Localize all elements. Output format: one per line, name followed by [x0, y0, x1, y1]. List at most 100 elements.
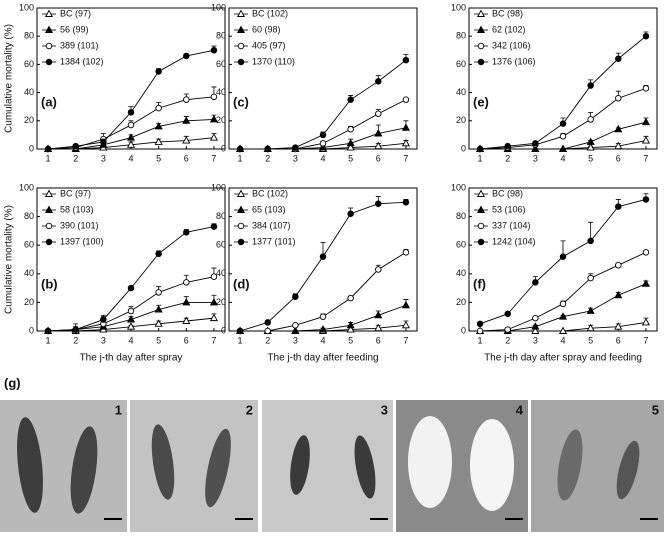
point [375, 110, 382, 117]
point [209, 114, 219, 123]
scale-bar [235, 518, 253, 520]
y-tick-label: 20 [24, 115, 34, 125]
y-tick-label: 40 [216, 268, 226, 278]
point [127, 284, 135, 292]
photo-number: 5 [652, 402, 659, 417]
chart: 0 20 40 60 80 100 1 2 3 4 5 6 7 Cumulative mortality … [4, 2, 226, 163]
x-tick-label: 5 [588, 153, 593, 163]
point [587, 274, 594, 282]
x-tick-label: 6 [616, 153, 621, 163]
point [614, 322, 623, 330]
y-tick-label: 100 [19, 182, 34, 192]
y-tick-label: 20 [216, 115, 226, 125]
point [615, 261, 622, 269]
legend-label: 58 (103) [60, 204, 94, 214]
y-tick-label: 0 [461, 143, 466, 153]
point [615, 94, 622, 102]
legend-marker [477, 222, 485, 230]
point [44, 327, 52, 335]
legend-label: 389 (101) [60, 40, 99, 50]
point [586, 306, 595, 314]
point [319, 140, 327, 147]
point [401, 123, 411, 131]
point [319, 253, 327, 260]
point [401, 320, 411, 329]
point [587, 116, 594, 123]
point [100, 316, 107, 323]
point [319, 313, 327, 320]
point [402, 56, 410, 64]
point [347, 294, 354, 302]
y-tick-label: 0 [29, 325, 34, 335]
larva [354, 435, 376, 499]
photo-numbers: 1 2 3 4 5 [115, 402, 659, 417]
legend-marker [237, 238, 245, 246]
point [587, 237, 594, 245]
legend-marker [44, 189, 54, 197]
legend-marker [237, 58, 245, 66]
x-axis-label: The j-th day after spray and feeding [484, 353, 642, 364]
point [264, 145, 271, 153]
point [586, 137, 595, 145]
point [374, 129, 383, 137]
point [346, 325, 355, 333]
point [210, 223, 218, 230]
larva [557, 429, 583, 501]
legend-marker [477, 58, 485, 66]
point [504, 326, 511, 333]
legend-label: 60 (98) [252, 24, 281, 34]
x-tick-label: 3 [101, 153, 106, 163]
x-tick-label: 2 [73, 153, 78, 163]
legend-label: 337 (104) [492, 220, 531, 230]
x-tick-label: 2 [505, 153, 510, 163]
x-tick-label: 6 [616, 335, 621, 345]
point [126, 315, 136, 323]
point [154, 305, 163, 313]
chart: 0 20 40 60 80 100 1 2 3 4 5 6 7 The j-th day after fe… [211, 182, 418, 364]
point [127, 109, 135, 116]
point [558, 312, 568, 320]
y-tick-label: 100 [451, 182, 466, 192]
point [614, 124, 623, 133]
legend-label: BC (98) [492, 8, 523, 18]
cadaver [470, 419, 514, 511]
legend-marker [44, 9, 54, 17]
legend-marker [237, 42, 245, 50]
y-tick-label: 80 [456, 31, 466, 41]
legend-label: BC (102) [252, 188, 288, 198]
x-tick-label: 3 [533, 153, 538, 163]
x-tick-label: 6 [184, 335, 189, 345]
point [532, 314, 539, 322]
point [615, 55, 622, 63]
y-tick-label: 40 [216, 87, 226, 97]
legend-marker [477, 238, 485, 246]
legend-label: BC (97) [60, 8, 91, 18]
y-tick-label: 80 [24, 31, 34, 41]
x-tick-label: 7 [643, 153, 648, 163]
point [532, 279, 539, 286]
point [72, 142, 79, 150]
larva [151, 424, 175, 500]
point [347, 126, 354, 133]
point [154, 137, 163, 145]
point [586, 143, 595, 151]
legend-marker [236, 9, 246, 17]
y-tick-label: 60 [216, 240, 226, 250]
point [183, 52, 190, 60]
legend-label: 1377 (101) [252, 236, 296, 246]
x-tick-label: 1 [478, 153, 483, 163]
x-tick-label: 1 [478, 335, 483, 345]
x-tick-label: 4 [320, 153, 325, 163]
x-tick-label: 6 [376, 153, 381, 163]
photo [531, 400, 664, 532]
x-tick-label: 2 [265, 153, 270, 163]
y-tick-label: 0 [461, 325, 466, 335]
point [154, 122, 163, 130]
x-tick-label: 4 [560, 153, 565, 163]
y-tick-label: 80 [456, 211, 466, 221]
x-tick-label: 5 [348, 153, 353, 163]
point [374, 310, 383, 319]
legend-label: 405 (97) [252, 40, 286, 50]
point [532, 140, 539, 147]
photo-number: 2 [246, 402, 253, 417]
